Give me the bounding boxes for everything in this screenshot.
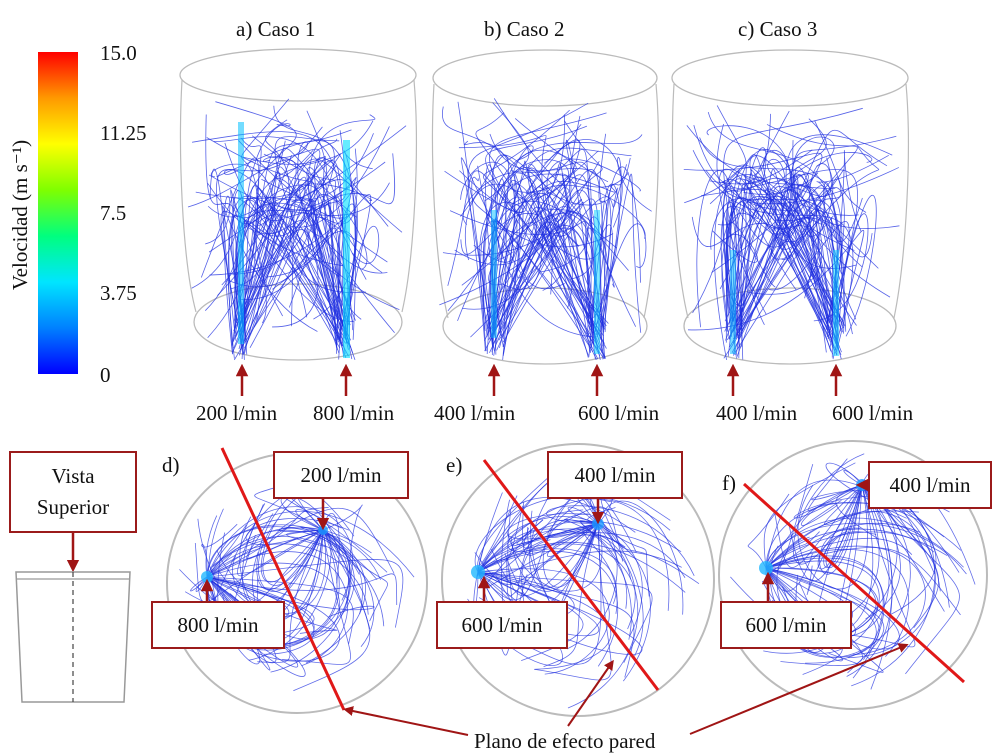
vista-superior-schematic: Vista Superior — [9, 451, 137, 703]
panel-label: d) — [162, 453, 180, 477]
wall-plane-line — [220, 447, 346, 711]
panel-label: a) Caso 1 — [236, 17, 315, 41]
flow-box-label: 400 l/min — [574, 463, 656, 487]
panel-caso-1: a) Caso 1 200 l/min 800 l/min — [179, 17, 417, 425]
colorbar-title: Velocidad (m s⁻¹) — [8, 140, 32, 290]
wall-plane-label: Plano de efecto pared — [474, 729, 656, 753]
flow-label: 200 l/min — [196, 401, 278, 425]
panel-label: b) Caso 2 — [484, 17, 565, 41]
panel-label: f) — [722, 471, 736, 495]
flow-box — [720, 601, 852, 649]
panel-caso-3: c) Caso 3 400 l/min 600 l/min — [671, 17, 914, 425]
inlet-jet — [238, 122, 350, 358]
inlet-jet — [730, 250, 839, 356]
streamlines — [439, 98, 652, 360]
flow-label: 400 l/min — [434, 401, 516, 425]
streamlines — [467, 454, 700, 709]
panel-d: d) 200 l/min 800 l/min — [151, 447, 428, 714]
flow-label: 400 l/min — [716, 401, 798, 425]
callout-arrow — [567, 659, 614, 727]
flow-label: 800 l/min — [313, 401, 395, 425]
inlet-jet — [491, 210, 600, 354]
flow-box — [436, 601, 568, 649]
flow-box-label: 400 l/min — [889, 473, 971, 497]
panel-e: e) 400 l/min 600 l/min — [436, 443, 715, 717]
vista-box — [9, 451, 137, 533]
vista-label-line1: Vista — [51, 464, 95, 488]
callout-arrow — [343, 706, 469, 736]
flow-box — [273, 451, 409, 499]
panel-caso-2: b) Caso 2 400 l/min 600 l/min — [431, 17, 660, 425]
flow-box-label: 200 l/min — [300, 463, 382, 487]
flow-label: 600 l/min — [832, 401, 914, 425]
flow-box — [151, 601, 285, 649]
colorbar-tick-label: 3.75 — [100, 281, 137, 305]
tank-outline — [15, 571, 131, 703]
colorbar-tick-label: 11.25 — [100, 121, 146, 145]
flow-box — [868, 461, 992, 509]
colorbar-tick-label: 0 — [100, 363, 111, 387]
streamlines — [187, 98, 407, 361]
wall-plane-callout: Plano de efecto pared — [343, 643, 909, 753]
flow-box-label: 800 l/min — [177, 613, 259, 637]
flow-box-label: 600 l/min — [461, 613, 543, 637]
panel-label: e) — [446, 453, 462, 477]
flow-label: 600 l/min — [578, 401, 660, 425]
vista-label-line2: Superior — [37, 495, 109, 519]
wall-plane-line — [482, 459, 660, 691]
colorbar: 15.0 11.25 7.5 3.75 0 Velocidad (m s⁻¹) — [8, 41, 146, 387]
colorbar-tick-label: 7.5 — [100, 201, 126, 225]
panel-f: f) 400 l/min 600 l/min — [718, 440, 992, 710]
callout-arrow — [689, 643, 909, 735]
colorbar-gradient — [38, 52, 78, 374]
panel-label: c) Caso 3 — [738, 17, 817, 41]
flow-box-label: 600 l/min — [745, 613, 827, 637]
colorbar-tick-label: 15.0 — [100, 41, 137, 65]
wall-plane-line — [742, 482, 966, 684]
streamlines — [683, 105, 900, 360]
flow-box — [547, 451, 683, 499]
